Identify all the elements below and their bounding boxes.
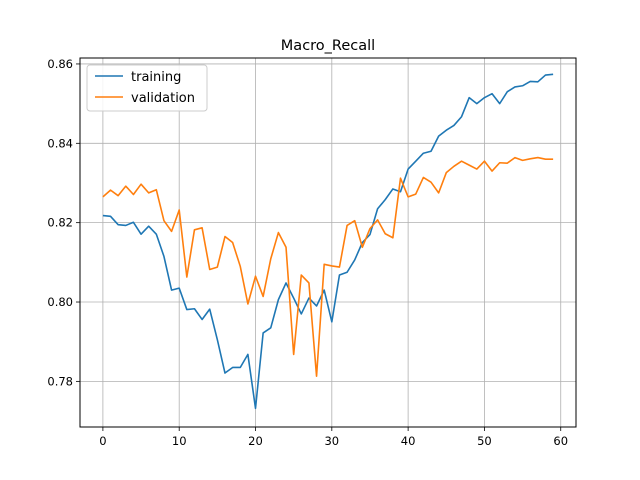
x-tick-label: 30 (324, 434, 339, 448)
legend-label-training: training (131, 70, 181, 85)
series-line-training (102, 73, 554, 410)
chart-title: Macro_Recall (281, 38, 375, 54)
y-tick-label: 0.84 (47, 136, 73, 150)
x-tick-label: 60 (553, 434, 568, 448)
x-tick-label: 0 (99, 434, 106, 448)
y-tick-label: 0.82 (47, 216, 73, 230)
series-lines (102, 73, 554, 410)
series-line-validation (102, 156, 554, 378)
x-tick-label: 50 (477, 434, 492, 448)
grid (80, 58, 576, 427)
plot-area-frame (79, 57, 577, 428)
legend: training validation (86, 64, 208, 112)
x-tick-label: 40 (401, 434, 416, 448)
axis-ticks: 0 10 20 30 40 50 60 0.78 0.80 0.82 0.84 0.86 (47, 57, 568, 448)
legend-label-validation: validation (131, 91, 195, 106)
y-tick-label: 0.86 (47, 57, 73, 71)
x-tick-label: 20 (248, 434, 263, 448)
y-tick-label: 0.80 (47, 295, 73, 309)
y-tick-label: 0.78 (47, 374, 73, 388)
x-tick-label: 10 (172, 434, 187, 448)
